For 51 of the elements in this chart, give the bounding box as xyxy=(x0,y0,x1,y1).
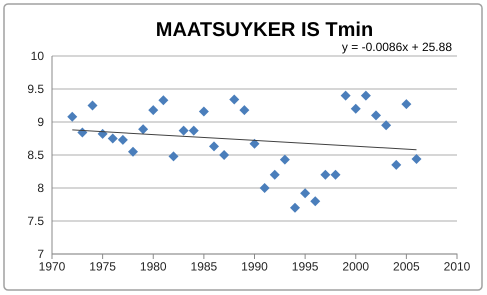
point xyxy=(108,134,118,144)
x-tick-label: 2005 xyxy=(393,260,420,274)
point xyxy=(219,150,230,160)
point xyxy=(118,134,128,145)
point xyxy=(401,99,412,110)
point xyxy=(320,170,330,180)
point xyxy=(229,94,240,105)
y-tick-label: 10 xyxy=(30,48,44,63)
point xyxy=(412,154,422,164)
point xyxy=(148,105,158,116)
x-tick-label: 1970 xyxy=(38,260,66,274)
point xyxy=(300,188,310,198)
point xyxy=(270,170,280,180)
point xyxy=(381,120,392,130)
point xyxy=(168,151,178,162)
point xyxy=(158,95,168,106)
x-tick-label: 2010 xyxy=(444,260,471,274)
point xyxy=(138,124,148,134)
point xyxy=(280,154,290,165)
point xyxy=(290,202,300,213)
point xyxy=(178,126,189,136)
point xyxy=(239,105,250,116)
point xyxy=(128,146,138,157)
x-tick-label: 1985 xyxy=(190,260,218,274)
y-tick-label: 8.5 xyxy=(27,148,44,162)
x-tick-label: 1990 xyxy=(241,260,268,274)
x-tick-label: 1975 xyxy=(89,260,116,274)
point xyxy=(88,100,98,110)
point xyxy=(391,160,402,170)
point xyxy=(371,110,381,120)
point xyxy=(330,170,340,180)
y-tick-label: 9.5 xyxy=(27,82,44,96)
point xyxy=(310,196,320,206)
y-tick-label: 7 xyxy=(37,246,44,261)
y-tick-label: 9 xyxy=(37,114,44,129)
y-tick-label: 8 xyxy=(37,180,44,195)
x-tick-label: 2000 xyxy=(342,260,370,274)
y-tick-label: 7.5 xyxy=(27,214,44,228)
point xyxy=(340,90,351,101)
point xyxy=(209,141,219,152)
point xyxy=(67,112,78,122)
text: y = -0.0086x + 25.88 xyxy=(342,40,452,54)
x-tick-label: 1980 xyxy=(140,260,167,274)
point xyxy=(250,138,260,149)
chart-title: MAATSUYKER IS Tmin xyxy=(156,19,374,41)
point xyxy=(350,104,361,114)
point xyxy=(198,106,209,116)
point xyxy=(188,126,199,136)
point xyxy=(360,90,371,101)
x-tick-label: 1995 xyxy=(292,260,319,274)
point xyxy=(260,183,270,193)
